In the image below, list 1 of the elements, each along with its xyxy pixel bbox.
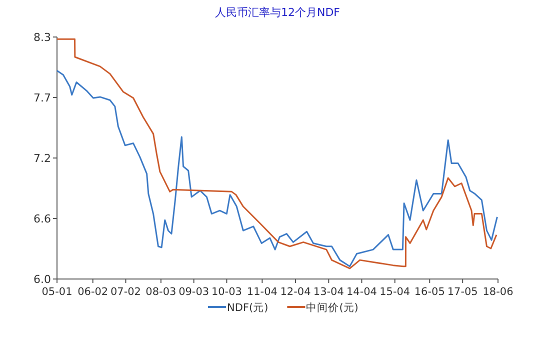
- title: 人民币汇率与12个月NDF: [214, 6, 340, 19]
